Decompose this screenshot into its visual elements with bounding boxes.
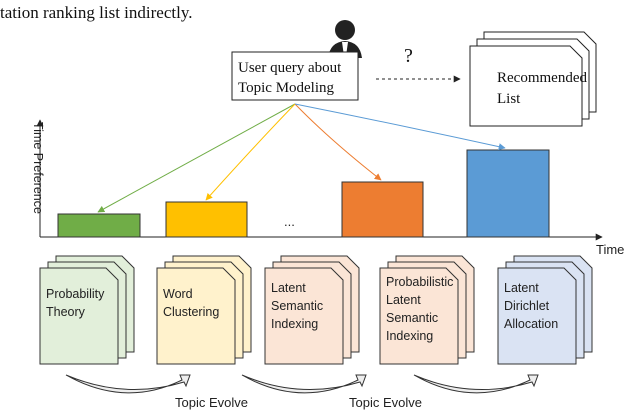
document-stack: Latent Dirichlet Allocation [497,255,593,365]
document-stack: Probability Theory [39,255,135,365]
document-stack: Probabilistic Latent Semantic Indexing [379,255,475,365]
document-text: Probability [46,287,105,301]
document-page [39,267,119,365]
y-axis-label: Time Preference [31,122,45,214]
document-text: Semantic [386,311,438,325]
question-mark: ? [404,45,413,67]
evolve-label: Topic Evolve [175,395,248,410]
document-text: Clustering [163,305,219,319]
evolve-arrows [65,374,539,394]
document-text: Allocation [504,317,558,331]
bar [57,213,141,238]
bar [341,181,424,238]
document-text: Latent [386,293,421,307]
document-stack: Latent Semantic Indexing [264,255,360,365]
bar [466,149,550,238]
document-page [156,267,236,365]
caption-fragment: tation ranking list indirectly. [0,3,192,22]
document-page [379,267,459,365]
document-page [497,267,577,365]
document-text: Latent [271,281,306,295]
evolve-label: Topic Evolve [349,395,422,410]
document-text: Semantic [271,299,323,313]
ellipsis: ... [284,214,295,229]
document-text: Probabilistic [386,275,453,289]
query-text: User query about Topic Modeling [238,60,345,96]
document-text: Indexing [271,317,318,331]
document-text: Latent [504,281,539,295]
document-page [264,267,344,365]
document-text: Word [163,287,193,301]
recommended-text: Recommended List [497,70,591,107]
x-axis-label: Time [596,242,624,257]
recommended-stack [469,31,597,127]
document-stack: Word Clustering [156,255,252,365]
query-arrows [97,103,506,213]
query-box [231,51,359,101]
document-text: Indexing [386,329,433,343]
bar [165,201,248,238]
document-text: Theory [46,305,86,319]
document-text: Dirichlet [504,299,550,313]
